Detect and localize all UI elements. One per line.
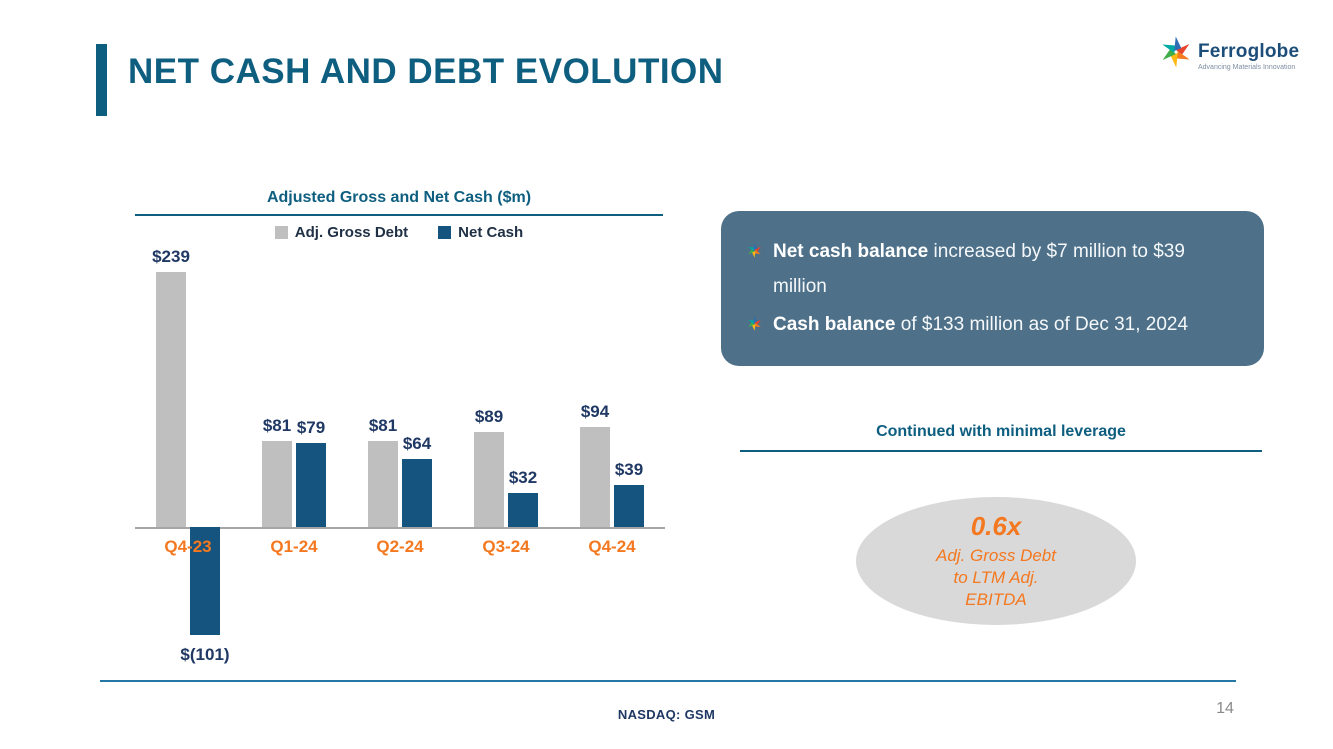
bar-group-q3-24: $89 $32 Q3-24	[453, 240, 559, 680]
leverage-label-line: to LTM Adj.	[953, 567, 1039, 587]
net-cash-bar	[190, 527, 220, 635]
page-number: 14	[1216, 700, 1234, 717]
bar-value-label: $32	[508, 468, 538, 487]
leverage-ratio: 0.6x	[970, 510, 1022, 541]
chart-legend: Adj. Gross Debt Net Cash	[135, 224, 663, 241]
bar-value-label: $(101)	[180, 645, 230, 664]
leverage-label-line: EBITDA	[965, 590, 1027, 610]
leverage-label-line: Adj. Gross Debt	[936, 545, 1056, 565]
title-accent-bar	[96, 44, 107, 116]
leverage-ellipse: 0.6x Adj. Gross Debt to LTM Adj. EBITDA	[856, 497, 1136, 625]
bullet-rest: of $133 million as of Dec 31, 2024	[895, 314, 1189, 336]
bar-group-q4-24: $94 $39 Q4-24	[559, 240, 665, 680]
bar-group-q4-23: $239 $(101) Q4-23	[135, 240, 241, 680]
bar-value-label: $89	[474, 407, 504, 426]
category-label: Q1-24	[270, 537, 318, 556]
chart-title-rule	[135, 214, 663, 216]
bar-value-label: $79	[296, 418, 326, 437]
gross-debt-bar	[474, 432, 504, 527]
gross-debt-bar	[262, 441, 292, 527]
ferroglobe-pinwheel-icon	[1162, 36, 1190, 68]
footer-ticker: NASDAQ: GSM	[617, 707, 716, 722]
gross-debt-swatch	[274, 226, 288, 239]
bullet-bold: Cash balance	[773, 314, 896, 336]
bar-group-q2-24: $81 $64 Q2-24	[347, 240, 453, 680]
bar-value-label: $81	[368, 416, 398, 435]
footer-rule	[100, 680, 1236, 682]
x-axis-line	[135, 527, 665, 529]
leverage-rule	[740, 450, 1262, 452]
bar-value-label: $239	[152, 247, 190, 266]
bar-value-label: $94	[580, 402, 610, 421]
net-cash-bar	[614, 485, 644, 527]
bar-value-label: $39	[614, 460, 644, 479]
gross-debt-bar	[580, 427, 610, 527]
bullet-cash-balance: Cash balance of $133 million as of Dec 3…	[747, 307, 1236, 342]
highlights-callout: Net cash balance increased by $7 million…	[721, 211, 1264, 366]
net-cash-bar	[402, 459, 432, 527]
bullet-bold: Net cash balance	[773, 241, 929, 262]
bar-group-q1-24: $81 $79 Q1-24	[241, 240, 347, 680]
category-label: Q2-24	[376, 537, 424, 556]
bullet-net-cash: Net cash balance increased by $7 million…	[747, 234, 1236, 304]
category-label: Q3-24	[482, 537, 530, 556]
logo-text: Ferroglobe Advancing Materials Innovatio…	[1198, 41, 1299, 71]
gross-debt-bar	[368, 441, 398, 527]
ferroglobe-logo: Ferroglobe Advancing Materials Innovatio…	[1160, 36, 1299, 71]
legend-label: Adj. Gross Debt	[294, 224, 409, 241]
category-label: Q4-24	[588, 537, 636, 556]
legend-item-net-cash: Net Cash	[438, 224, 523, 241]
bullet-text: Cash balance of $133 million as of Dec 3…	[773, 307, 1188, 342]
logo-brand: Ferroglobe	[1198, 41, 1300, 62]
category-label: Q4-23	[164, 537, 212, 556]
bar-chart: $239 $(101) Q4-23 $81 $79 Q1-24 $81 $64 Q2-24 $89…	[135, 240, 665, 680]
net-cash-swatch	[438, 226, 452, 239]
leverage-heading: Continued with minimal leverage	[876, 423, 1126, 440]
chart-title: Adjusted Gross and Net Cash ($m)	[266, 189, 532, 206]
ferroglobe-pinwheel-icon	[748, 243, 761, 258]
logo-tagline: Advancing Materials Innovation	[1198, 64, 1296, 71]
bullet-text: Net cash balance increased by $7 million…	[773, 234, 1236, 304]
net-cash-bar	[508, 493, 538, 527]
bullet-rest: increased by $7 million to $39 million	[773, 241, 1185, 298]
ferroglobe-pinwheel-icon	[748, 316, 761, 332]
legend-label: Net Cash	[458, 224, 524, 241]
legend-item-gross-debt: Adj. Gross Debt	[274, 224, 409, 241]
net-cash-bar	[296, 443, 326, 527]
gross-debt-bar	[156, 272, 186, 527]
bar-value-label: $81	[262, 416, 292, 435]
bar-value-label: $64	[402, 434, 432, 453]
page-title: NET CASH AND DEBT EVOLUTION	[128, 52, 724, 91]
